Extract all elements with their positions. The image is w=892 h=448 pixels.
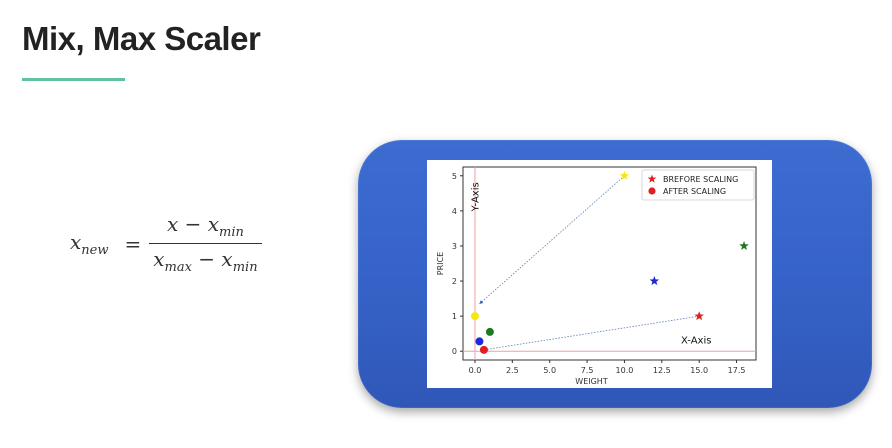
y-tick-label: 5 [452,172,457,181]
formula-lhs: xnew [70,230,108,258]
formula-denominator-text: x [153,247,165,271]
data-point-circle [479,345,488,354]
plot-frame [462,166,757,361]
y-tick-label: 3 [452,242,457,251]
x-tick-label: 5.0 [543,366,556,375]
formula-fraction: x − xmin xmax − xmin [149,212,262,275]
formula-numerator-text: x − x [166,212,219,236]
legend-marker-circle [648,187,656,195]
scaling-arrow-line [479,175,625,305]
x-axis-label: WEIGHT [575,377,608,386]
formula-denominator-mid: − x [191,247,233,271]
legend-marker-star [647,174,657,183]
legend-label: BREFORE SCALING [663,175,738,184]
data-point-star [649,276,660,286]
formula-denominator-sub1: max [164,260,192,275]
y-axis-label: PRICE [436,252,445,275]
data-point-star [619,170,630,180]
formula-lhs-sub: new [81,242,109,258]
data-point-circle [475,337,484,346]
title-underline [22,78,125,81]
formula-numerator-sub: min [219,225,244,240]
x-tick-label: 15.0 [690,366,708,375]
x-tick-label: 7.5 [581,366,594,375]
scatter-chart: 0.0 2.5 5.0 7.5 10.0 12.5 15.0 17.5 0 1 2 3 4 5 WEIGHT… [436,166,757,386]
scaling-arrow-head [479,300,484,304]
data-point-circle [470,312,479,321]
data-point-star [739,240,749,250]
min-max-formula: xnew = x − xmin xmax − xmin [70,212,262,275]
formula-equals: = [124,231,142,256]
x-tick-label: 10.0 [616,366,634,375]
formula-denominator-sub2: min [232,260,258,275]
legend-box [641,169,755,201]
x-axis-annotation: X-Axis [681,336,712,347]
y-tick-label: 0 [452,347,457,356]
formula-denominator: xmax − xmin [149,243,262,275]
y-axis-annotation: Y-Axis [471,182,482,212]
scatter-plot-image: 0.0 2.5 5.0 7.5 10.0 12.5 15.0 17.5 0 1 2 3 4 5 WEIGHT… [427,160,772,388]
data-point-star [694,311,704,321]
legend-label: AFTER SCALING [663,187,726,196]
x-tick-label: 17.5 [728,366,746,375]
formula-numerator: x − xmin [163,212,248,243]
x-tick-label: 12.5 [653,366,671,375]
y-tick-label: 1 [452,312,457,321]
scaling-arrow-line [483,315,700,351]
y-tick-label: 2 [452,277,457,286]
x-tick-label: 0.0 [469,366,482,375]
x-tick-label: 2.5 [506,366,519,375]
y-tick-label: 4 [452,207,457,216]
slide-title: Mix, Max Scaler [22,20,261,57]
data-point-circle [485,327,494,336]
formula-lhs-base: x [70,229,82,254]
